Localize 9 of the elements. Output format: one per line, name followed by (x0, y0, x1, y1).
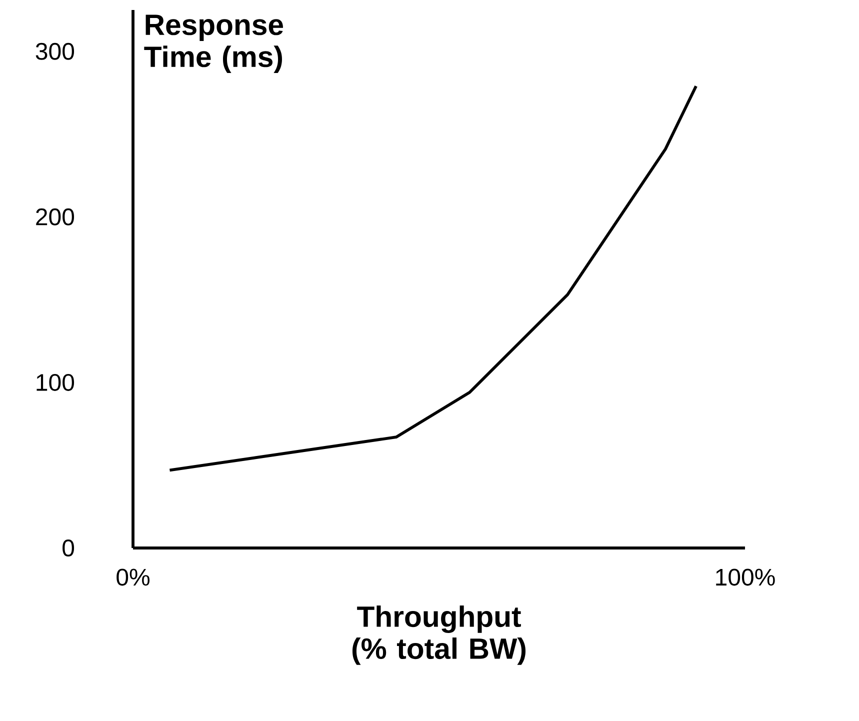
y-tick-label: 100 (36, 374, 74, 391)
line-series (168, 84, 698, 472)
x-tick-label: 100% (716, 568, 775, 586)
y-tick-label: 200 (36, 208, 74, 226)
x-tick-label: 0% (116, 568, 150, 586)
y-tick-label: 300 (36, 42, 74, 60)
y-axis-title: Response Time (ms) (144, 14, 284, 73)
y-tick-label: 0 (62, 539, 74, 556)
x-axis-title: Throughput (% total BW) (352, 606, 526, 665)
